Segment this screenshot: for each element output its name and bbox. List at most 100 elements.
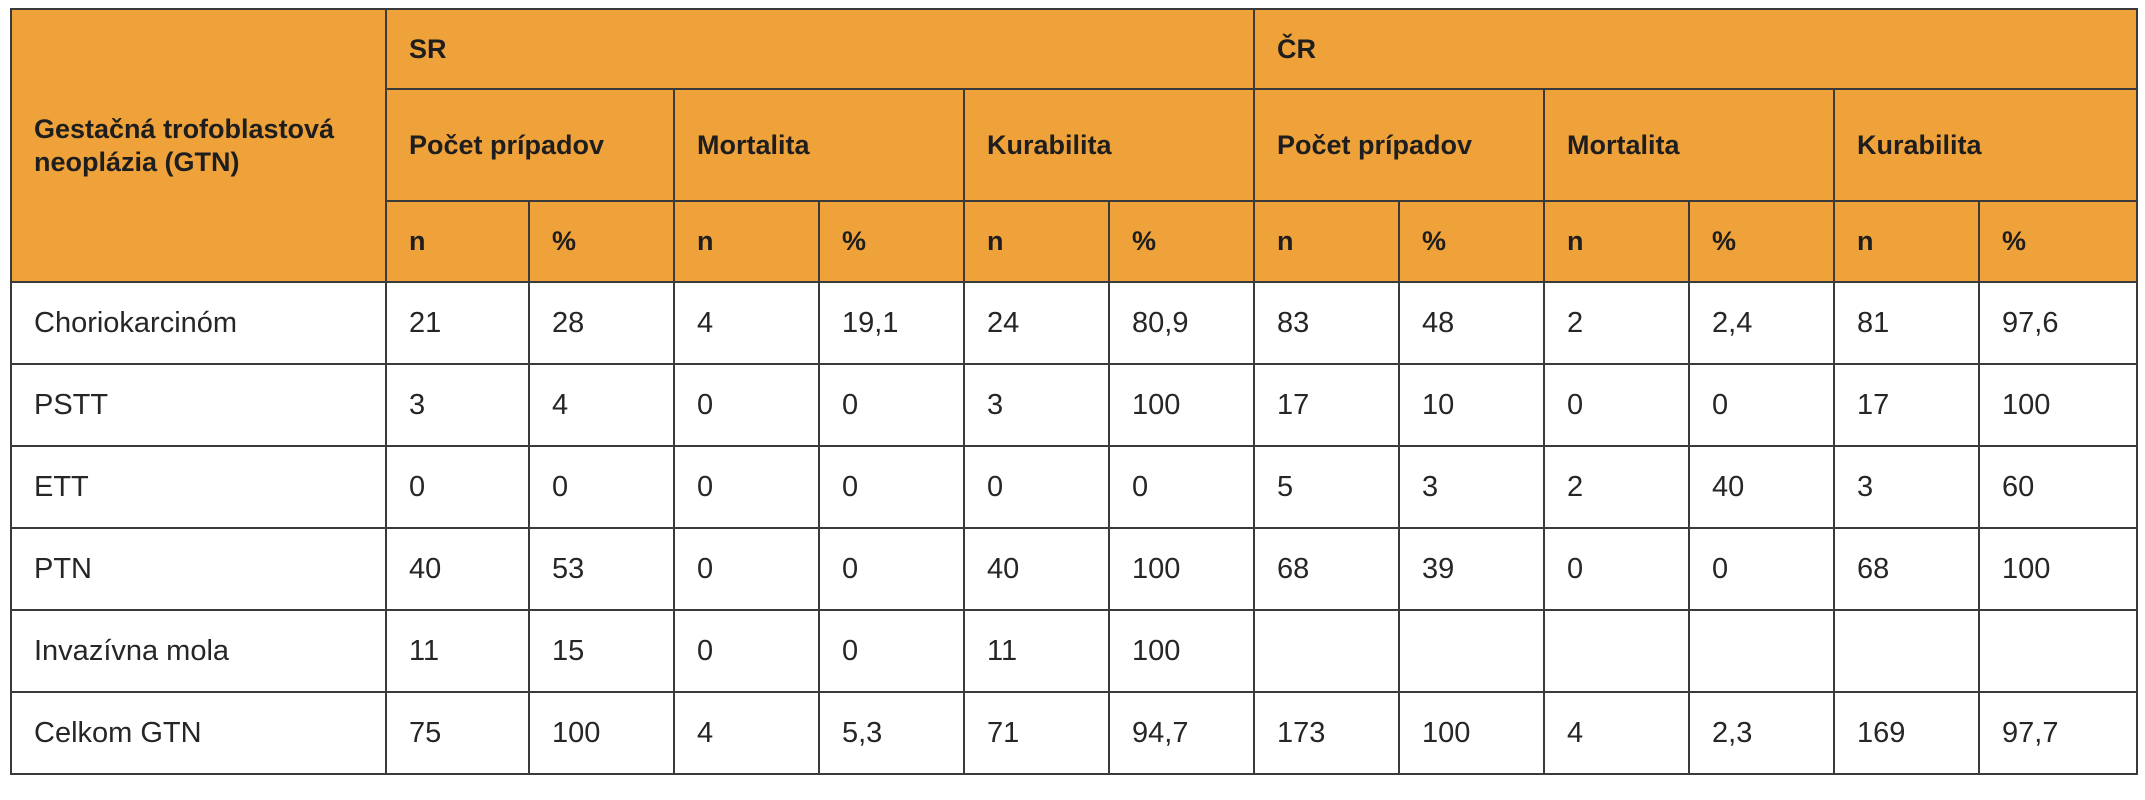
table-cell: 39 [1398, 527, 1546, 611]
table-cell: 2 [1543, 281, 1691, 365]
table-cell: 2,3 [1688, 691, 1836, 775]
row-label: Choriokarcinóm [10, 281, 387, 365]
table-cell: 3 [963, 363, 1110, 447]
table-cell: 24 [963, 281, 1110, 365]
table-row: Invazívna mola 11 15 0 0 11 100 [10, 609, 2139, 693]
table-row: Celkom GTN 75 100 4 5,3 71 94,7 173 100 … [10, 691, 2139, 775]
table-cell: 81 [1833, 281, 1981, 365]
table-cell: 100 [1398, 691, 1546, 775]
table-header: Gestačná trofoblastová neoplázia (GTN) S… [10, 8, 2139, 283]
subheader-cell: n [1253, 200, 1401, 283]
gtn-table: Gestačná trofoblastová neoplázia (GTN) S… [10, 8, 2139, 775]
table-cell: 83 [1253, 281, 1401, 365]
table-cell: 100 [528, 691, 675, 775]
table-cell: 100 [1107, 527, 1256, 611]
subheader-cell: % [1688, 200, 1836, 283]
table-cell: 4 [673, 281, 820, 365]
table-row: ETT 0 0 0 0 0 0 5 3 2 40 3 60 [10, 445, 2139, 529]
row-label: Celkom GTN [10, 691, 387, 775]
subheader-cell: % [1398, 200, 1546, 283]
subheader-cell: n [385, 200, 530, 283]
subheader-cell: n [1833, 200, 1981, 283]
table-cell: 15 [528, 609, 675, 693]
table-cell: 0 [673, 527, 820, 611]
table-cell: 0 [818, 527, 965, 611]
table-cell: 0 [818, 445, 965, 529]
table-cell: 0 [673, 363, 820, 447]
table-cell: 53 [528, 527, 675, 611]
table-row: Choriokarcinóm 21 28 4 19,1 24 80,9 83 4… [10, 281, 2139, 365]
table-cell [1688, 609, 1836, 693]
table-cell: 68 [1833, 527, 1981, 611]
table-cell: 0 [1543, 363, 1691, 447]
table-cell: 0 [1688, 363, 1836, 447]
region-header-sr: SR [384, 8, 1256, 90]
table-cell: 0 [1543, 527, 1691, 611]
table-cell: 100 [1107, 609, 1256, 693]
subheader-cell: n [673, 200, 820, 283]
table-cell: 94,7 [1107, 691, 1256, 775]
row-label: Invazívna mola [10, 609, 387, 693]
table-cell: 10 [1398, 363, 1546, 447]
group-header-cr-cases: Počet prípadov [1253, 88, 1546, 202]
table-cell: 169 [1833, 691, 1981, 775]
table-cell: 0 [818, 363, 965, 447]
header-row-regions: Gestačná trofoblastová neoplázia (GTN) S… [10, 8, 2139, 283]
table-row: PTN 40 53 0 0 40 100 68 39 0 0 68 100 [10, 527, 2139, 611]
table-cell: 40 [963, 527, 1110, 611]
table-cell: 11 [963, 609, 1110, 693]
table-cell: 0 [818, 609, 965, 693]
table-cell: 0 [673, 445, 820, 529]
group-header-sr-cases: Počet prípadov [385, 88, 675, 202]
row-label: ETT [10, 445, 387, 529]
table-cell: 0 [1688, 527, 1836, 611]
table-cell: 21 [385, 281, 530, 365]
table-cell: 60 [1978, 445, 2139, 529]
subheader-cell: % [1978, 200, 2139, 283]
table-cell: 80,9 [1107, 281, 1256, 365]
group-header-sr-curability: Kurabilita [962, 88, 1256, 202]
table-cell: 68 [1253, 527, 1401, 611]
table-cell: 97,6 [1978, 281, 2139, 365]
group-header-sr-mortality: Mortalita [673, 88, 965, 202]
table-cell [1833, 609, 1981, 693]
table-cell [1398, 609, 1546, 693]
table-cell: 11 [385, 609, 530, 693]
table-cell [1978, 609, 2139, 693]
subheader-cell: n [1543, 200, 1691, 283]
subheader-cell: % [528, 200, 675, 283]
group-header-cr-mortality: Mortalita [1543, 88, 1836, 202]
table-cell: 0 [673, 609, 820, 693]
subheader-cell: % [1107, 200, 1256, 283]
table-cell: 4 [528, 363, 675, 447]
table-cell: 28 [528, 281, 675, 365]
table-cell: 3 [1398, 445, 1546, 529]
table-cell: 4 [673, 691, 820, 775]
table-cell: 40 [1688, 445, 1836, 529]
table-cell: 2 [1543, 445, 1691, 529]
group-header-cr-curability: Kurabilita [1833, 88, 2139, 202]
table-cell: 97,7 [1978, 691, 2139, 775]
table-cell: 5 [1253, 445, 1401, 529]
table-cell [1253, 609, 1401, 693]
table-cell [1543, 609, 1691, 693]
table-cell: 0 [385, 445, 530, 529]
table-cell: 19,1 [818, 281, 965, 365]
table-cell: 17 [1833, 363, 1981, 447]
table-cell: 71 [963, 691, 1110, 775]
table-cell: 0 [1107, 445, 1256, 529]
table-cell: 4 [1543, 691, 1691, 775]
table-cell: 100 [1978, 363, 2139, 447]
table-cell: 3 [1833, 445, 1981, 529]
corner-header: Gestačná trofoblastová neoplázia (GTN) [10, 8, 387, 283]
subheader-cell: n [963, 200, 1110, 283]
table-cell: 40 [385, 527, 530, 611]
table-cell: 0 [528, 445, 675, 529]
table-cell: 100 [1978, 527, 2139, 611]
table-cell: 75 [385, 691, 530, 775]
table-body: Choriokarcinóm 21 28 4 19,1 24 80,9 83 4… [10, 281, 2139, 775]
table-cell: 17 [1253, 363, 1401, 447]
gtn-table-container: Gestačná trofoblastová neoplázia (GTN) S… [10, 8, 2139, 775]
header-row-units: n % n % n % n % n % n % [11, 200, 2139, 283]
region-header-cr: ČR [1253, 8, 2139, 90]
